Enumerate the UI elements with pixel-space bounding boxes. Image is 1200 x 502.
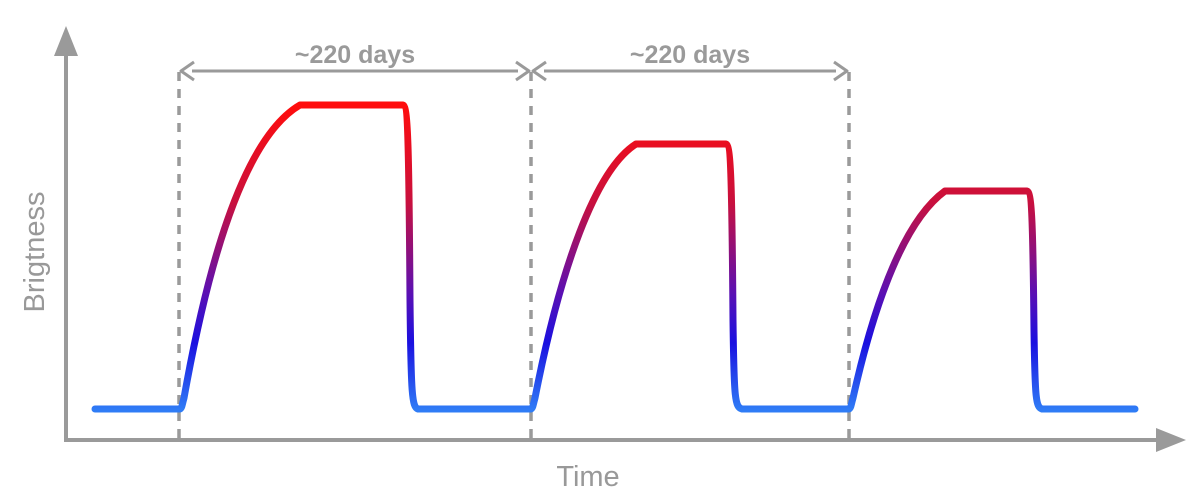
y-axis-arrowhead [54, 26, 78, 56]
span-label-1: ~220 days [295, 41, 415, 69]
brightness-curve [91, 101, 1139, 413]
y-axis-label: Brigtness [19, 192, 51, 313]
span-arrow-1 [179, 60, 531, 82]
x-axis-arrowhead [1156, 428, 1186, 452]
span-label-2: ~220 days [630, 41, 750, 69]
x-axis-label: Time [556, 461, 619, 493]
span-arrow-2 [531, 60, 849, 82]
